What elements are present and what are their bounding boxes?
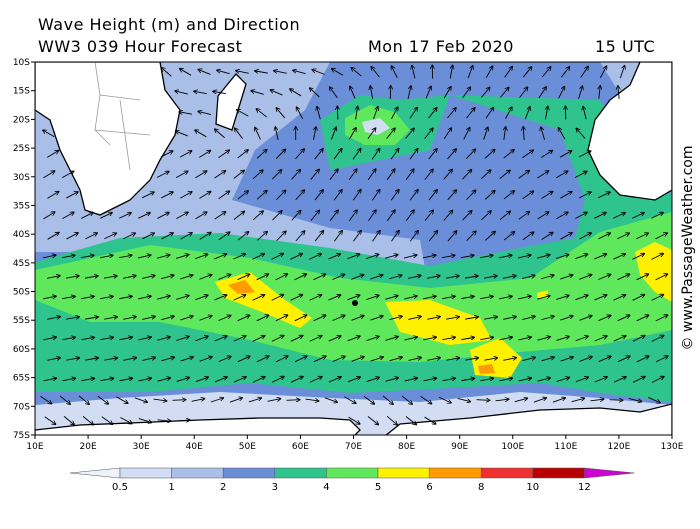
lon-label: 30E (133, 442, 150, 452)
lat-label: 35S (13, 201, 30, 211)
time: 15 UTC (595, 37, 655, 56)
legend-low (70, 468, 120, 478)
arrow (337, 107, 338, 120)
legend-swatch (172, 468, 224, 478)
kerguelen (352, 300, 358, 306)
lat-label: 25S (13, 144, 30, 154)
legend-label: 1 (168, 482, 174, 493)
lat-label: 70S (13, 402, 30, 412)
wave-field (35, 62, 672, 450)
lat-label: 40S (13, 230, 30, 240)
lat-label: 75S (13, 431, 30, 441)
legend-label: 12 (578, 482, 591, 493)
lat-label: 15S (13, 87, 30, 97)
arrow (287, 400, 300, 401)
legend-label: 4 (323, 482, 329, 493)
lat-label: 60S (13, 345, 30, 355)
legend-high (584, 468, 634, 478)
legend-swatch (430, 468, 482, 478)
lon-label: 90E (451, 442, 468, 452)
legend-swatch (533, 468, 585, 478)
model: WW3 039 Hour Forecast (38, 37, 242, 56)
legend-label: 0.5 (112, 482, 128, 493)
lon-label: 80E (398, 442, 415, 452)
lat-label: 30S (13, 173, 30, 183)
legend-label: 2 (220, 482, 226, 493)
date: Mon 17 Feb 2020 (368, 37, 514, 56)
legend-label: 3 (272, 482, 278, 493)
lon-label: 130E (661, 442, 684, 452)
legend-label: 5 (375, 482, 381, 493)
lon-label: 10E (26, 442, 43, 452)
lat-label: 50S (13, 288, 30, 298)
lat-label: 10S (13, 58, 30, 68)
legend-swatch (378, 468, 430, 478)
legend-label: 10 (526, 482, 539, 493)
arrow (173, 400, 186, 401)
legend-swatch (120, 468, 172, 478)
lon-label: 70E (345, 442, 362, 452)
legend-swatch (223, 468, 275, 478)
lon-label: 50E (239, 442, 256, 452)
lat-label: 20S (13, 115, 30, 125)
watermark: © www.PassageWeather.com (680, 145, 696, 350)
lat-label: 65S (13, 374, 30, 384)
legend-label: 8 (478, 482, 484, 493)
lon-label: 60E (292, 442, 309, 452)
lon-label: 110E (554, 442, 577, 452)
lon-label: 20E (80, 442, 97, 452)
arrow (610, 400, 623, 401)
lon-label: 40E (186, 442, 203, 452)
legend-swatch (275, 468, 327, 478)
lon-label: 100E (501, 442, 524, 452)
lat-label: 55S (13, 316, 30, 326)
title: Wave Height (m) and Direction (38, 15, 300, 34)
legend-swatch (326, 468, 378, 478)
lat-label: 45S (13, 259, 30, 269)
legend-swatch (481, 468, 533, 478)
legend-label: 6 (426, 482, 432, 493)
lon-label: 120E (607, 442, 630, 452)
